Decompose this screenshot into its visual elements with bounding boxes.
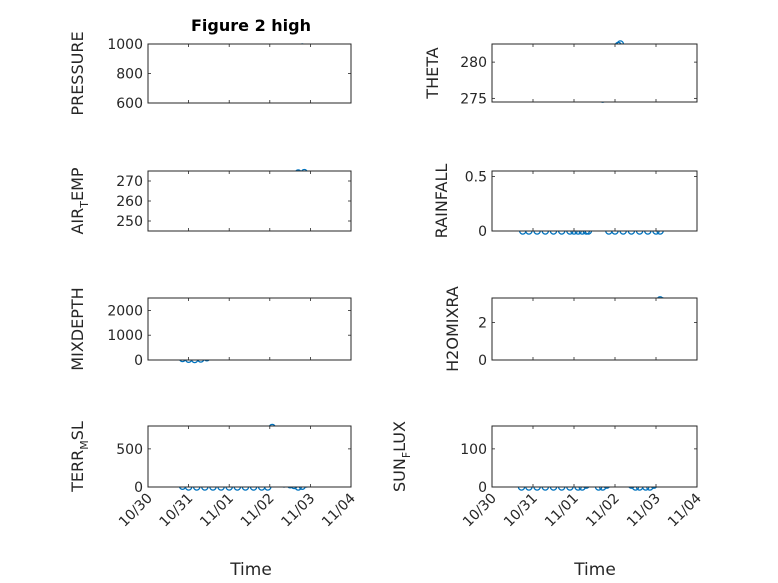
y-axis-label: SUNFLUX xyxy=(390,421,413,492)
x-axis-label-left: Time xyxy=(229,560,272,580)
y-tick-label: 100 xyxy=(460,442,487,458)
y-tick-label: 1000 xyxy=(107,328,143,344)
subplot-pressure: 600 800 1000 PRESSURE xyxy=(68,31,352,116)
y-axis-label: TERRMSL xyxy=(68,421,91,493)
y-tick-label: 275 xyxy=(460,91,487,107)
y-axis-label: AIRTEMP xyxy=(68,167,91,234)
y-tick-label: 0 xyxy=(478,353,487,369)
y-axis-label: H2OMIXRA xyxy=(443,286,462,372)
axes-frame xyxy=(491,297,698,361)
axes-frame xyxy=(147,297,352,361)
y-tick-label: 260 xyxy=(116,194,143,210)
y-tick-label: 0 xyxy=(134,480,143,496)
axes-frame xyxy=(147,170,352,232)
subplot-mixdepth: 0 1000 2000 MIXDEPTH xyxy=(68,287,352,371)
y-tick-label: 250 xyxy=(116,214,143,230)
y-tick-label: 0 xyxy=(134,353,143,369)
axes-frame xyxy=(147,425,352,488)
figure-title: Figure 2 high xyxy=(191,16,311,35)
axes-frame xyxy=(147,43,352,104)
y-tick-label: 2000 xyxy=(107,303,143,319)
x-axis-label-right: Time xyxy=(573,560,616,580)
subplot-h2omixra: 0 2 H2OMIXRA xyxy=(443,286,698,372)
y-tick-label: 2 xyxy=(478,315,487,331)
axes-frame xyxy=(491,170,698,232)
y-tick-label: 800 xyxy=(116,67,143,83)
y-axis-label: THETA xyxy=(423,47,442,99)
y-tick-label: 1000 xyxy=(107,37,143,53)
subplot-rainfall: 0 0.5 RAINFALL xyxy=(432,164,698,240)
y-axis-label: PRESSURE xyxy=(68,31,87,115)
subplot-air_temp: 250 260 270 AIRTEMP xyxy=(68,167,352,235)
y-tick-label: 280 xyxy=(460,55,487,71)
y-tick-label: 0 xyxy=(478,224,487,240)
axes-frame xyxy=(491,43,698,103)
axes-frame xyxy=(491,425,698,488)
y-tick-label: 600 xyxy=(116,96,143,112)
y-axis-label: RAINFALL xyxy=(432,164,451,239)
y-tick-label: 0.5 xyxy=(465,169,487,185)
y-tick-label: 500 xyxy=(116,442,143,458)
y-tick-label: 0 xyxy=(478,480,487,496)
subplot-theta: 275 280 THETA xyxy=(423,40,698,107)
y-axis-label: MIXDEPTH xyxy=(68,287,87,370)
y-tick-label: 270 xyxy=(116,174,143,190)
